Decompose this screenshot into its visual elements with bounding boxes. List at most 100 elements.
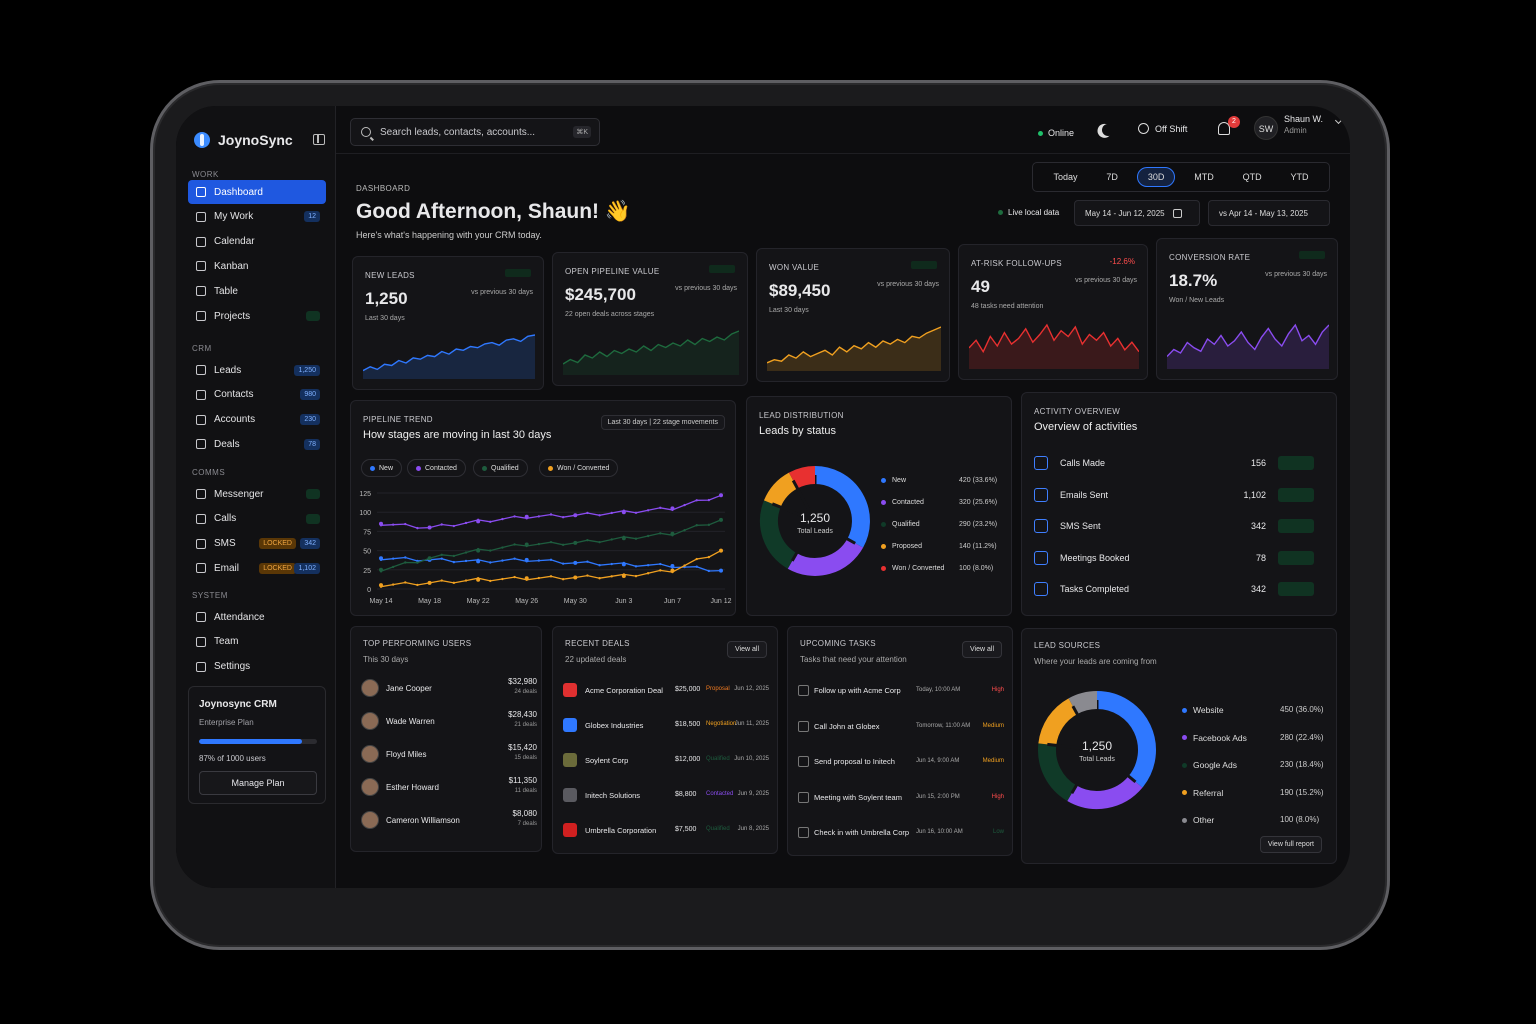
activity-row-meetings-booked[interactable]: Meetings Booked 78 [1034, 548, 1324, 568]
task-priority: High [991, 793, 1004, 800]
sidebar-collapse-icon[interactable] [313, 134, 325, 145]
task-checkbox[interactable] [798, 685, 809, 696]
sidebar-item-sms[interactable]: SMS LOCKED 342 [188, 532, 326, 556]
range-qtd[interactable]: QTD [1242, 172, 1262, 182]
deal-row[interactable]: Globex Industries $18,500 Negotiation Jun 1… [563, 716, 769, 740]
tasks-subtitle: Tasks that need your attention [800, 655, 907, 664]
legend-won-converted[interactable]: Won / Converted [539, 459, 619, 477]
user-row[interactable]: Wade Warren $28,430 21 deals [361, 710, 537, 738]
range-today[interactable]: Today [1053, 172, 1078, 182]
series-marker [440, 557, 443, 560]
sidebar-item-my-work[interactable]: My Work 12 [188, 205, 326, 229]
legend-value: 140 (11.2%) [959, 543, 997, 550]
section-work: WORK [192, 170, 219, 179]
sidebar-item-contacts[interactable]: Contacts 980 [188, 383, 326, 407]
user-menu[interactable]: Shaun W. Admin [1284, 114, 1323, 135]
task-checkbox[interactable] [798, 791, 809, 803]
sidebar-item-calendar[interactable]: Calendar [188, 230, 326, 254]
series-marker [489, 561, 492, 564]
sidebar-item-attendance[interactable]: Attendance [188, 605, 326, 629]
locked-badge: LOCKED [259, 538, 296, 550]
chevron-down-icon[interactable] [1334, 116, 1343, 125]
legend-new[interactable]: New [361, 459, 403, 477]
sidebar-item-team[interactable]: Team [188, 630, 326, 654]
kpi-card-new-leads[interactable]: NEW LEADS 1,250 vs previous 30 days Last 30… [352, 256, 544, 390]
donut-slice-new [814, 466, 870, 548]
user-row[interactable]: Cameron Williamson $8,080 7 deals [361, 809, 537, 837]
bell-icon[interactable] [1218, 122, 1230, 135]
task-checkbox[interactable] [798, 720, 809, 732]
activity-row-tasks-completed[interactable]: Tasks Completed 342 [1034, 579, 1324, 599]
kpi-card-conversion-rate[interactable]: CONVERSION RATE 18.7% vs previous 30 days W… [1156, 238, 1338, 380]
series-marker [574, 576, 577, 579]
sidebar-item-table[interactable]: Table [188, 279, 326, 303]
brand[interactable]: JoynoSync [194, 132, 293, 148]
recent-deals-view-all-button[interactable]: View all [727, 641, 767, 658]
top-users-card: TOP PERFORMING USERS This 30 days Jane C… [350, 626, 542, 852]
task-row[interactable]: Send proposal to Initech Jun 14, 9:00 AM M… [798, 754, 1004, 778]
range-mtd[interactable]: MTD [1194, 172, 1214, 182]
y-tick-label: 100 [359, 510, 371, 517]
sidebar-item-label: My Work [214, 211, 254, 223]
task-row[interactable]: Follow up with Acme Corp Today, 10:00 AM H… [798, 683, 1004, 707]
range-7d[interactable]: 7D [1106, 172, 1118, 182]
sidebar-item-messenger[interactable]: Messenger [188, 482, 326, 506]
online-status[interactable]: Online [1038, 128, 1074, 138]
search-bar[interactable]: ⌘K [350, 118, 600, 146]
x-tick-label: Jun 3 [615, 598, 632, 605]
sidebar-item-leads[interactable]: Leads 1,250 [188, 358, 326, 382]
deal-row[interactable]: Acme Corporation Deal $25,000 Proposal Jun … [563, 681, 769, 705]
task-row[interactable]: Check in with Umbrella Corp Jun 16, 10:00… [798, 825, 1004, 849]
user-row[interactable]: Jane Cooper $32,980 24 deals [361, 677, 537, 705]
deal-row[interactable]: Soylent Corp $12,000 Qualified Jun 10, 2025 [563, 751, 769, 775]
sidebar-item-label: Accounts [214, 414, 256, 426]
date-range-picker[interactable]: May 14 - Jun 12, 2025 [1074, 200, 1200, 226]
section-crm: CRM [192, 344, 212, 353]
activity-row-calls-made[interactable]: Calls Made 156 [1034, 453, 1324, 473]
view-full-report-button[interactable]: View full report [1259, 836, 1322, 853]
activity-row-sms-sent[interactable]: SMS Sent 342 [1034, 516, 1324, 536]
compare-range-picker[interactable]: vs Apr 14 - May 13, 2025 [1208, 200, 1330, 226]
sidebar-item-calls[interactable]: Calls [188, 507, 326, 531]
task-checkbox[interactable] [798, 827, 809, 838]
kpi-card-open-pipeline-value[interactable]: OPEN PIPELINE VALUE $245,700 vs previous 3… [552, 252, 748, 386]
sidebar-item-email[interactable]: Email LOCKED 1,102 [188, 556, 326, 580]
kpi-card-at-risk-follow-ups[interactable]: AT-RISK FOLLOW-UPS -12.6% 49 vs previous 30… [958, 244, 1148, 380]
legend-value: 290 (23.2%) [959, 521, 998, 528]
sidebar-item-dashboard[interactable]: Dashboard [188, 180, 326, 204]
sidebar-item-kanban[interactable]: Kanban [188, 254, 326, 278]
deal-row[interactable]: Umbrella Corporation $7,500 Qualified Jun 8… [563, 821, 769, 845]
sidebar-item-accounts[interactable]: Accounts 230 [188, 408, 326, 432]
manage-plan-button[interactable]: Manage Plan [199, 771, 317, 795]
sidebar-item-projects[interactable]: Projects [188, 304, 326, 328]
legend-contacted[interactable]: Contacted [407, 459, 466, 477]
range-30d[interactable]: 30D [1136, 167, 1176, 187]
series-marker [404, 561, 407, 564]
series-marker [464, 579, 468, 582]
sidebar-item-settings[interactable]: Settings [188, 655, 326, 679]
deal-name: Soylent Corp [585, 756, 629, 765]
series-marker [464, 559, 468, 563]
user-row[interactable]: Esther Howard $11,350 11 deals [361, 776, 537, 804]
user-row[interactable]: Floyd Miles $15,420 15 deals [361, 743, 537, 771]
task-row[interactable]: Meeting with Soylent team Jun 15, 2:00 PM… [798, 790, 1004, 814]
task-row[interactable]: Call John at Globex Tomorrow, 11:00 AM Med… [798, 719, 1004, 743]
search-input[interactable] [380, 126, 570, 138]
avatar[interactable]: SW [1254, 116, 1278, 140]
task-priority: Medium [982, 758, 1004, 764]
activity-row-emails-sent[interactable]: Emails Sent 1,102 [1034, 485, 1324, 505]
deal-row[interactable]: Initech Solutions $8,800 Contacted Jun 9, 2… [563, 786, 769, 810]
building-icon [196, 414, 206, 425]
legend-qualified[interactable]: Qualified [473, 459, 528, 477]
lead-sources-center: 1,250 Total Leads [1067, 739, 1127, 763]
range-ytd[interactable]: YTD [1290, 172, 1309, 182]
top-users-label: TOP PERFORMING USERS [363, 639, 472, 648]
shift-status[interactable]: Off Shift [1138, 123, 1187, 134]
series-marker [719, 569, 723, 572]
moon-icon[interactable] [1100, 122, 1115, 137]
task-checkbox[interactable] [798, 756, 809, 767]
kpi-card-won-value[interactable]: WON VALUE $89,450 vs previous 30 days Last … [756, 248, 950, 382]
user-avatar [361, 811, 379, 829]
tasks-view-all-button[interactable]: View all [962, 641, 1002, 658]
sidebar-item-deals[interactable]: Deals 78 [188, 432, 326, 456]
